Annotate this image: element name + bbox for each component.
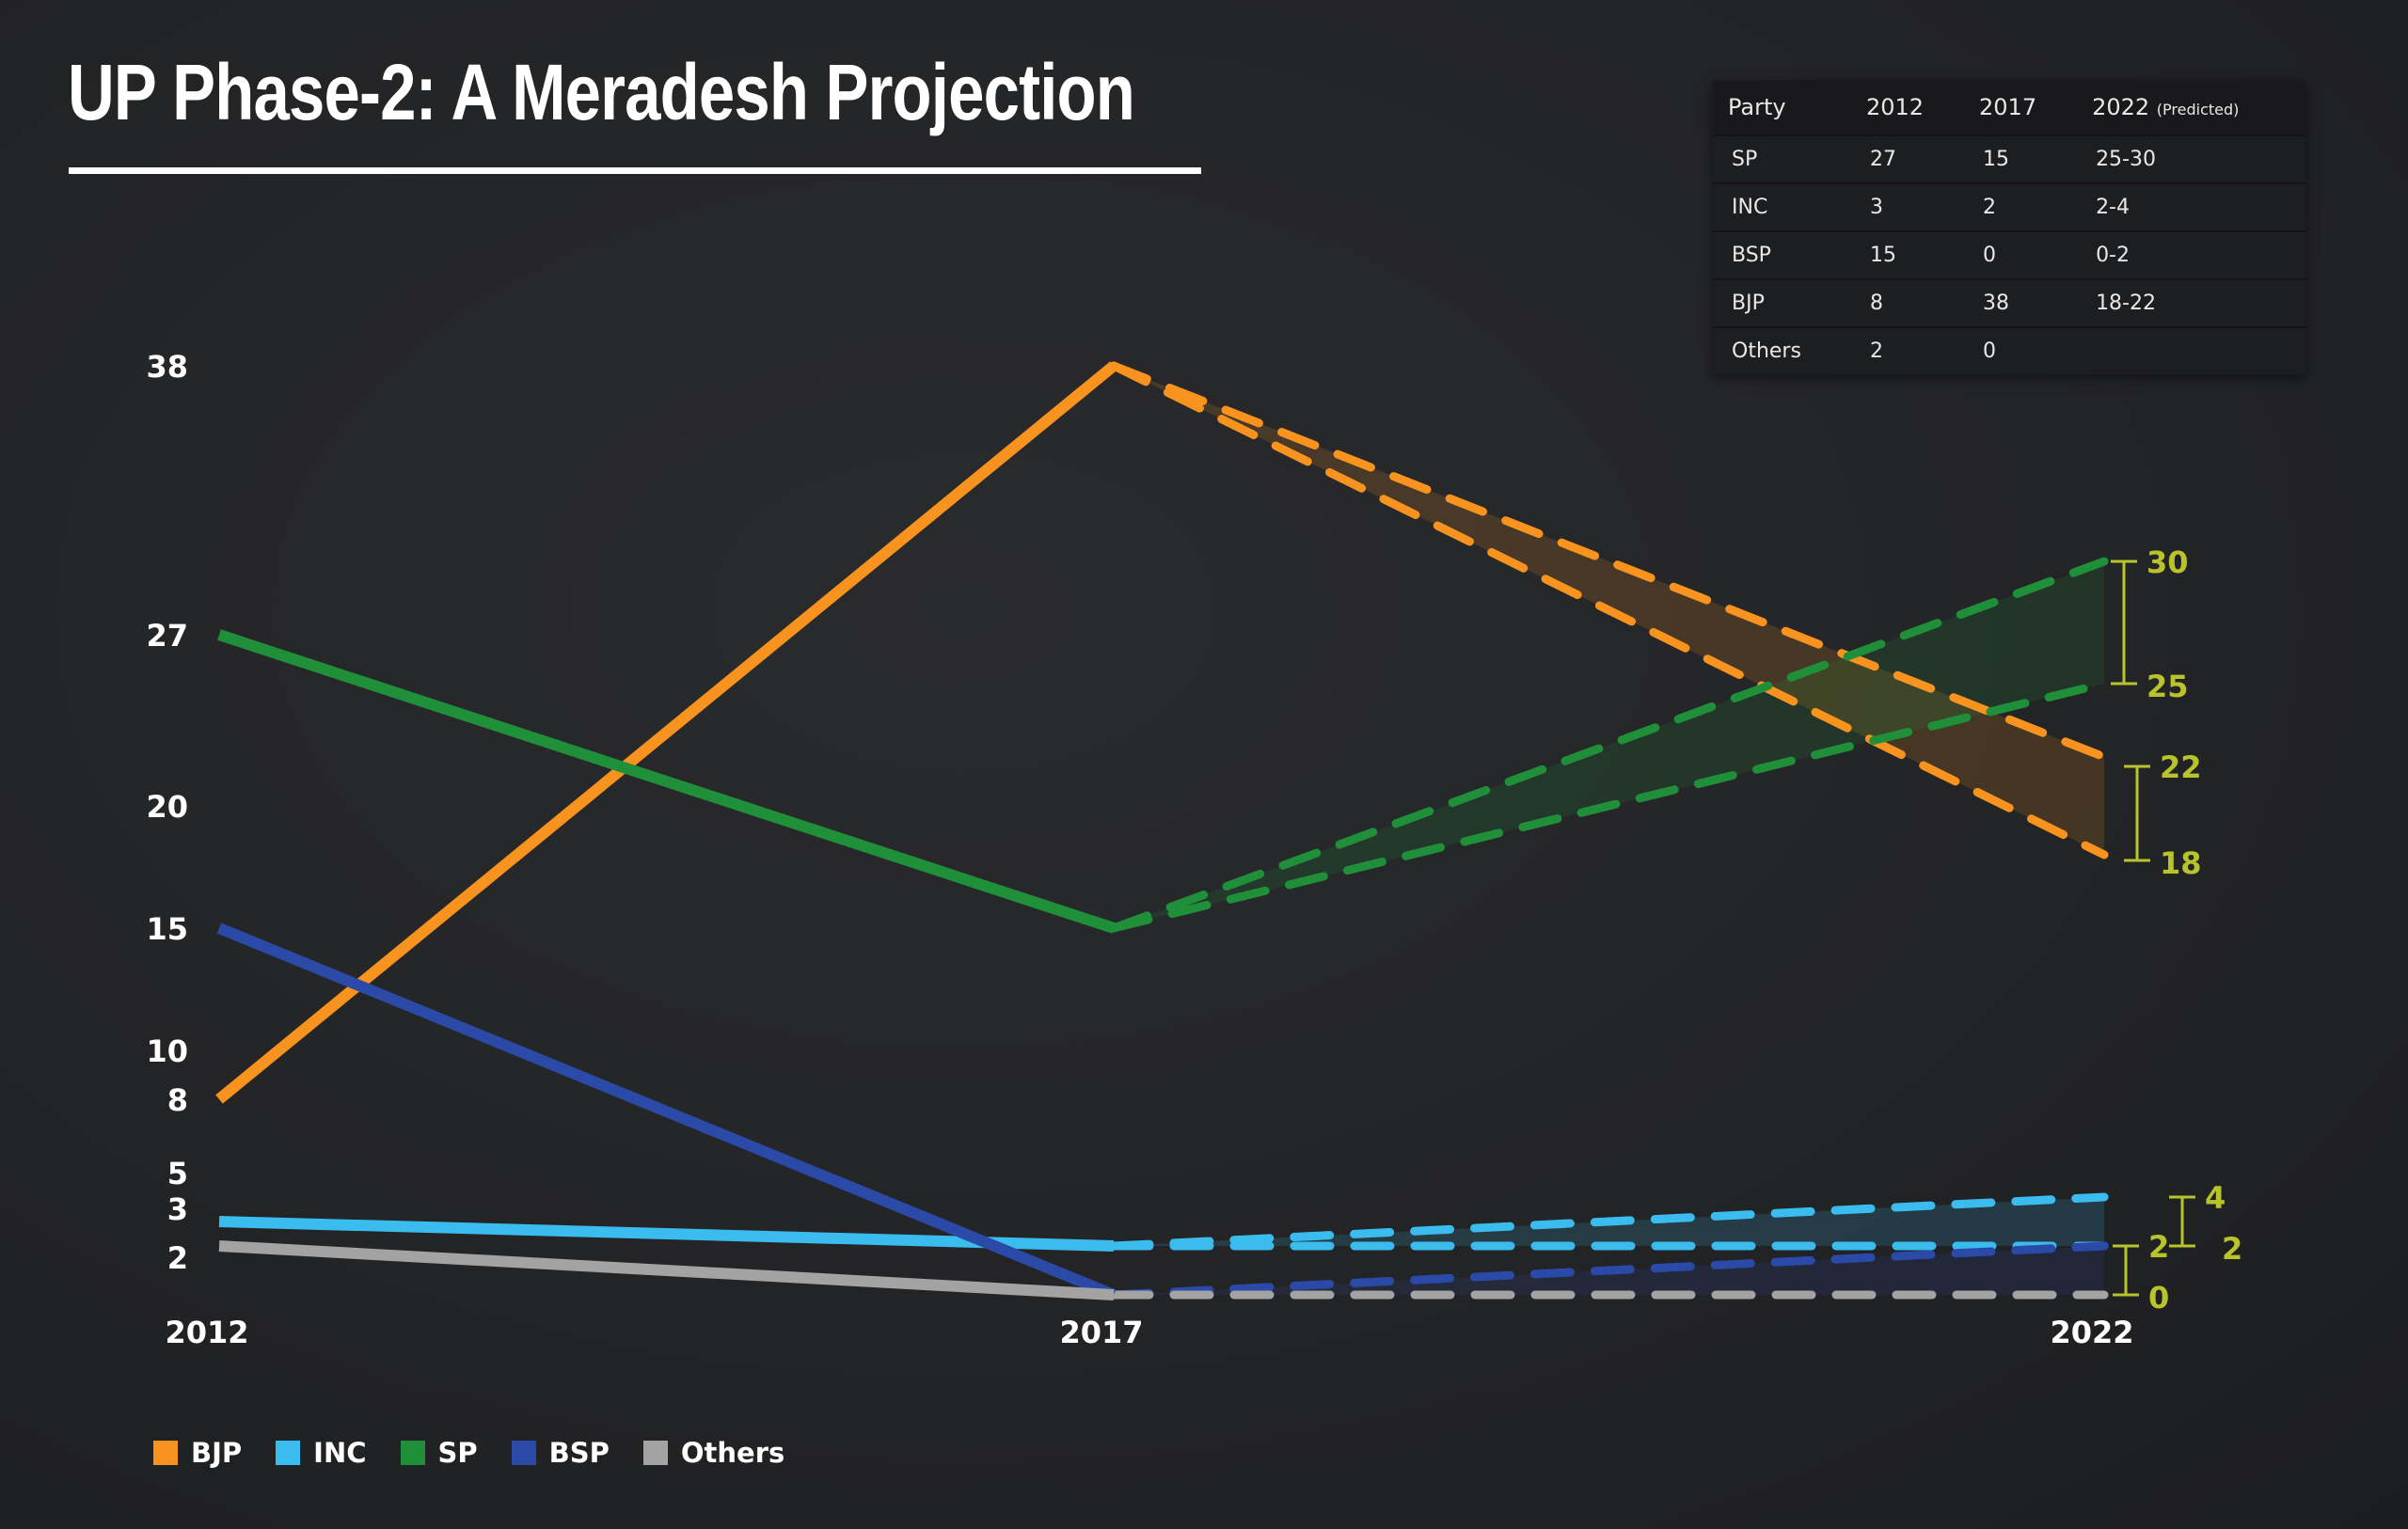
range-label-low: 2: [2222, 1231, 2242, 1267]
table-row: INC 3 2 2-4: [1713, 182, 2305, 231]
legend-item-bsp: BSP: [511, 1437, 610, 1469]
series-line-others: [218, 1240, 1115, 1300]
table-cell: 15: [1850, 230, 1965, 279]
range-label-low: 0: [2148, 1280, 2169, 1316]
legend-label: SP: [437, 1437, 478, 1469]
predicted-line-bsp: [1109, 1241, 2109, 1300]
table-cell: BJP: [1713, 278, 1851, 327]
y-tick-label: 10: [146, 1033, 188, 1069]
y-tick-label: 8: [167, 1082, 188, 1118]
range-label-high: 4: [2205, 1180, 2226, 1216]
range-label-low: 25: [2147, 669, 2189, 704]
table-cell: 15: [1964, 134, 2078, 183]
legend-label: BJP: [191, 1437, 243, 1469]
legend-swatch: [153, 1441, 178, 1465]
table-cell: 2: [1850, 326, 1965, 374]
x-tick-label: 2022: [2050, 1315, 2133, 1350]
table-row: BSP 15 0 0-2: [1713, 230, 2305, 279]
header-party: Party: [1713, 80, 1851, 135]
table-cell: [2077, 326, 2305, 374]
table-row: SP 27 15 25-30: [1713, 134, 2305, 183]
legend-item-sp: SP: [400, 1437, 478, 1469]
table-cell: SP: [1713, 134, 1851, 183]
predicted-line-bjp: [1109, 361, 2109, 762]
predicted-line-inc: [1109, 1192, 2109, 1251]
table-row: Others 2 0: [1713, 326, 2305, 374]
header-2022-year: 2022: [2092, 94, 2150, 120]
results-table: Party 2012 2017 2022 (Predicted) SP 27 15 2…: [1713, 80, 2305, 374]
predicted-line-sp: [1109, 557, 2109, 933]
table-cell: INC: [1713, 182, 1851, 231]
page-title: UP Phase-2: A Meradesh Projection: [68, 48, 1135, 136]
range-label-low: 18: [2160, 845, 2202, 881]
table-cell: 18-22: [2077, 278, 2305, 327]
legend: BJP INC SP BSP Others: [153, 1437, 818, 1469]
series-line-sp: [217, 629, 1116, 934]
legend-swatch: [511, 1441, 536, 1465]
legend-swatch: [400, 1441, 425, 1465]
range-label-high: 2: [2148, 1229, 2169, 1265]
y-tick-label: 5: [167, 1156, 188, 1191]
x-tick-label: 2012: [165, 1315, 248, 1350]
legend-label: INC: [313, 1437, 367, 1469]
table-cell: 2: [1964, 182, 2078, 231]
table-cell: 27: [1850, 134, 1965, 183]
table-cell: BSP: [1713, 230, 1851, 279]
header-2022: 2022 (Predicted): [2077, 80, 2305, 135]
legend-item-bjp: BJP: [153, 1437, 242, 1469]
legend-swatch: [642, 1441, 668, 1465]
table-cell: 0-2: [2077, 230, 2305, 279]
range-label-high: 22: [2160, 749, 2202, 785]
table-cell: 0: [1964, 230, 2078, 279]
title-underline: [69, 167, 1201, 174]
y-tick-label: 2: [167, 1240, 188, 1276]
table-row: BJP 8 38 18-22: [1713, 278, 2305, 327]
legend-label: Others: [680, 1437, 785, 1469]
y-tick-label: 15: [146, 911, 188, 947]
table-cell: 25-30: [2077, 134, 2305, 183]
series-line-bjp: [215, 361, 1117, 1104]
header-2017: 2017: [1964, 80, 2078, 135]
range-label-high: 30: [2147, 544, 2189, 580]
x-tick-label: 2017: [1059, 1315, 1143, 1350]
table-cell: 8: [1850, 278, 1965, 327]
table-cell: 2-4: [2077, 182, 2305, 231]
y-tick-label: 27: [146, 618, 188, 654]
table-cell: Others: [1713, 326, 1851, 374]
legend-item-inc: INC: [276, 1437, 367, 1469]
header-predicted: (Predicted): [2156, 101, 2240, 118]
table-cell: 38: [1964, 278, 2078, 327]
table-cell: 0: [1964, 326, 2078, 374]
table-header-row: Party 2012 2017 2022 (Predicted): [1713, 80, 2305, 135]
y-tick-label: 3: [167, 1191, 188, 1227]
series-line-bsp: [216, 922, 1117, 1300]
y-tick-label: 20: [146, 789, 188, 825]
header-2012: 2012: [1850, 80, 1965, 135]
predicted-line-bjp: [1109, 361, 2109, 859]
legend-swatch: [276, 1441, 301, 1465]
legend-item-others: Others: [642, 1437, 785, 1469]
predicted-line-sp: [1109, 679, 2109, 933]
table-cell: 3: [1850, 182, 1965, 231]
series-line-inc: [218, 1216, 1115, 1252]
y-tick-label: 38: [146, 349, 188, 385]
legend-label: BSP: [548, 1437, 610, 1469]
